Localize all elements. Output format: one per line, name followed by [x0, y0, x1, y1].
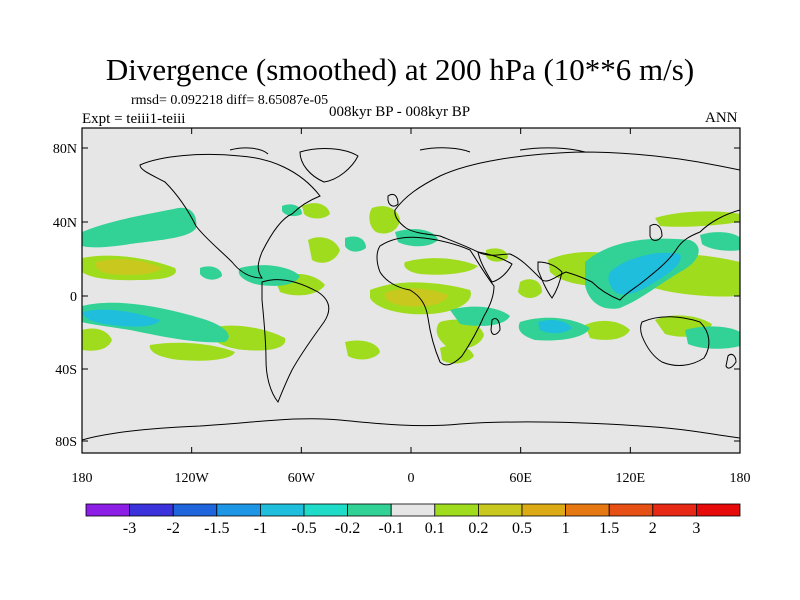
positive-patch [585, 320, 630, 340]
colorbar-swatch [303, 503, 348, 517]
colorbar-swatch [390, 503, 436, 517]
x-tick-label: 60E [509, 471, 532, 486]
y-tick-label: 80S [55, 435, 77, 450]
period-label: 008kyr BP - 008kyr BP [329, 104, 471, 120]
colorbar-label: 0.2 [468, 520, 488, 537]
positive-patch [308, 237, 340, 263]
colorbar-label: -0.2 [335, 520, 360, 537]
y-tick-label: 80N [53, 142, 77, 157]
colorbar-swatch [172, 503, 218, 517]
colorbar-swatch [477, 503, 523, 517]
positive-patch [436, 319, 484, 349]
negative-patch [82, 309, 160, 327]
map-panel [81, 127, 741, 454]
coastline-australia [640, 316, 710, 366]
negative-patch [238, 265, 300, 286]
coastline-india [537, 261, 563, 299]
coastline-madagascar [490, 317, 501, 335]
coastline-greenland [299, 148, 359, 183]
coastline-arabia [477, 251, 513, 283]
colorbar-swatch [565, 503, 610, 517]
negative-patch [345, 236, 366, 252]
coastline-uk [387, 193, 399, 207]
colorbar-label: -1.5 [204, 520, 229, 537]
colorbar-swatch [259, 503, 305, 517]
negative-patch [200, 266, 222, 280]
coastlines [82, 147, 740, 441]
positive-patch [95, 259, 162, 275]
coastline-north-america [139, 153, 321, 279]
positive-patch [149, 342, 235, 361]
colorbar-swatch [652, 503, 697, 517]
colorbar-label: 3 [692, 520, 700, 537]
x-tick-label: 180 [730, 471, 751, 486]
positive-patch [345, 340, 380, 360]
colorbar-label: 1.5 [599, 520, 619, 537]
season-label: ANN [705, 110, 738, 126]
coastline-new-zealand [725, 353, 737, 369]
colorbar-swatch [608, 503, 654, 517]
colorbar: -3 -2 -1.5 -1 -0.5 -0.2 -0.1 0.1 0.2 0.5 1 1.5 2 3 [85, 503, 741, 537]
colorbar-swatch [347, 503, 392, 517]
negative-patch [282, 204, 302, 217]
y-tick-label: 40S [55, 363, 77, 378]
positive-patch [209, 325, 286, 351]
colorbar-swatch [434, 503, 479, 517]
positive-patch [518, 279, 542, 298]
stats-label: rmsd= 0.092218 diff= 8.65087e-05 [131, 93, 329, 108]
positive-patch [655, 211, 740, 227]
y-tick-label: 40N [53, 216, 77, 231]
positive-patch [404, 258, 478, 275]
x-tick-label: 0 [408, 471, 415, 486]
colorbar-label: -2 [167, 520, 180, 537]
negative-patch [608, 252, 681, 295]
coastline-antarctica [82, 418, 740, 441]
colorbar-label: 2 [649, 520, 657, 537]
positive-patch [82, 328, 112, 351]
colorbar-label: -1 [254, 520, 267, 537]
colorbar-label: -0.5 [291, 520, 316, 537]
experiment-label: Expt = teiii1-teiii [82, 111, 186, 127]
negative-patch [450, 306, 510, 326]
coastline-south-america [261, 279, 330, 403]
x-tick-label: 120W [175, 471, 210, 486]
colorbar-swatch [129, 503, 174, 517]
colorbar-swatch [85, 503, 130, 517]
positive-patch [369, 206, 400, 234]
colorbar-label: 0.1 [425, 520, 445, 537]
coastline-japan [649, 223, 663, 241]
x-tick-label: 60W [288, 471, 316, 486]
map-axes: 80N 40N 0 40S 80S 180 120W 60W 0 60E 120E 180 [53, 128, 751, 486]
negative-patch [700, 232, 740, 251]
colorbar-label: -0.1 [379, 520, 404, 537]
negative-patch [82, 207, 197, 248]
positive-patch [384, 288, 448, 307]
coastline-africa [376, 236, 495, 366]
colorbar-label: 1 [562, 520, 570, 537]
plot-title: Divergence (smoothed) at 200 hPa (10**6 … [105, 52, 695, 87]
positive-patch [302, 203, 330, 219]
x-tick-label: 180 [72, 471, 93, 486]
negative-patch [685, 326, 740, 349]
colorbar-label: -3 [123, 520, 136, 537]
x-tick-label: 120E [616, 471, 646, 486]
coastline-eurasia [394, 151, 740, 301]
negative-patch [538, 320, 572, 334]
colorbar-swatch [216, 503, 261, 517]
y-tick-label: 0 [70, 290, 77, 305]
colorbar-label: 0.5 [512, 520, 532, 537]
colorbar-swatch [696, 503, 741, 517]
colorbar-swatch [521, 503, 566, 517]
divergence-field [82, 147, 740, 441]
coastline-arctic-islands [229, 147, 586, 155]
